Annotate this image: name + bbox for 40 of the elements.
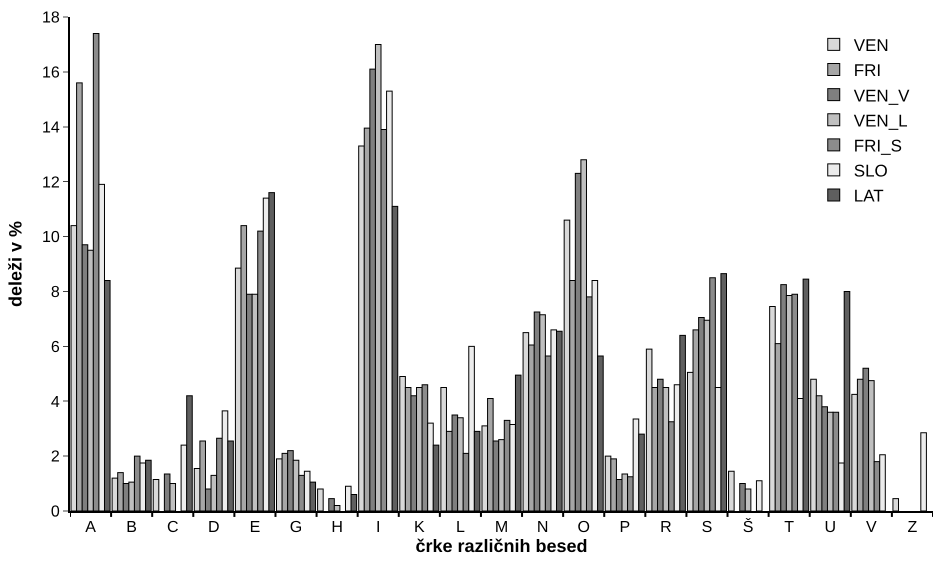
legend-label: VEN_L (854, 111, 908, 130)
x-tick-label: C (166, 519, 179, 536)
x-tick-label: S (702, 519, 712, 536)
x-tick-label: B (126, 519, 137, 536)
legend-label: VEN_V (854, 86, 910, 106)
x-tick-label: V (866, 519, 878, 536)
x-tick-label: Š (742, 518, 754, 536)
x-tick-label: P (619, 519, 630, 536)
x-tick-label: H (331, 519, 343, 536)
x-axis-title: črke različnih besed (415, 536, 588, 556)
x-tick-label: N (536, 519, 548, 536)
x-tick-label: K (414, 519, 425, 536)
x-tick-label: M (494, 519, 508, 536)
legend-label: FRI (854, 61, 882, 80)
x-tick-label: O (577, 519, 590, 536)
y-tick-label: 14 (42, 119, 60, 136)
y-tick-label: 0 (50, 504, 60, 521)
y-tick-label: 6 (50, 338, 60, 356)
x-tick-label: Z (908, 519, 918, 536)
x-tick-label: R (660, 519, 672, 536)
x-tick-label: L (456, 519, 465, 536)
legend-label: SLO (854, 162, 888, 181)
y-tick-label: 18 (42, 10, 60, 27)
legend-label: FRI_S (854, 136, 902, 156)
y-tick-label: 2 (50, 448, 60, 466)
x-tick-label: A (85, 519, 96, 536)
y-axis-title: deleži v % (6, 220, 26, 308)
legend-label: LAT (854, 186, 884, 206)
x-tick-label: D (208, 519, 220, 536)
x-tick-label: I (376, 519, 380, 536)
x-tick-label: E (250, 519, 260, 536)
y-tick-label: 10 (42, 229, 60, 246)
y-tick-label: 4 (50, 394, 60, 411)
y-tick-label: 8 (50, 284, 60, 302)
x-tick-label: T (784, 519, 794, 536)
legend-label: VEN (854, 36, 889, 56)
x-tick-label: G (290, 519, 302, 536)
y-tick-label: 12 (42, 174, 60, 192)
y-tick-label: 16 (42, 64, 60, 82)
x-tick-label: U (824, 519, 836, 536)
